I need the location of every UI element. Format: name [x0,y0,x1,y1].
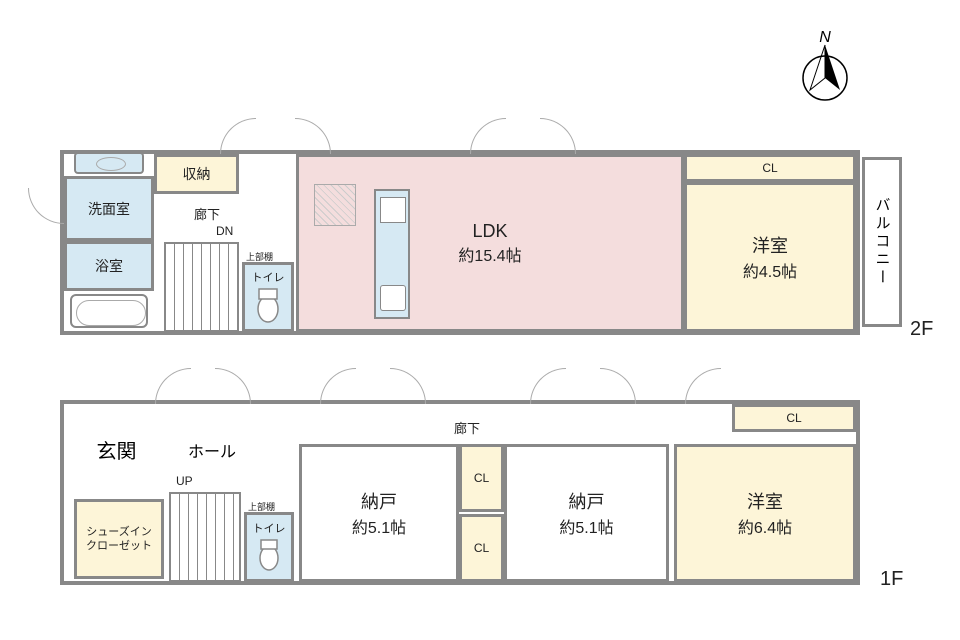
door-arc [470,118,506,154]
hall-label: ホール [188,438,236,462]
corridor-2f-label: 廊下 [194,204,220,223]
room-bedroom-2f: 洋室 約4.5帖 [684,182,856,332]
room-entrance: 玄関 [64,404,169,494]
entrance-label: 玄関 [97,435,137,464]
toilet-1f-label: トイレ [253,520,286,536]
cl-1f-label: CL [786,411,801,425]
nando1-label: 納戸 [361,488,397,514]
storage-label: 収納 [183,164,211,184]
washroom-label: 洗面室 [88,199,130,219]
door-arc [685,368,721,404]
room-cl1: CL [459,444,504,512]
dn-label: DN [216,224,233,238]
door-arc [215,368,251,404]
toilet-2f-label: トイレ [252,269,285,285]
room-ldk: LDK 約15.4帖 [296,154,684,332]
room-nando-1: 納戸 約5.1帖 [299,444,459,582]
ldk-label: LDK [472,221,507,242]
bedroom-1f-size: 約6.4帖 [738,514,792,538]
shoes-label: シューズイン クローゼット [86,525,152,554]
up-label: UP [176,474,193,488]
room-hall: ホール [172,430,252,470]
room-nando-2: 納戸 約5.1帖 [504,444,669,582]
door-arc [220,118,256,154]
ldk-hatched-box [314,184,356,226]
door-arc [155,368,191,404]
nando1-size: 約5.1帖 [352,514,406,538]
door-arc [600,368,636,404]
nando2-label: 納戸 [569,488,605,514]
bedroom-1f-label: 洋室 [747,488,783,514]
floor-2f: 洗面室 浴室 収納 廊下 DN トイレ 上部棚 LDK 約15.4帖 洋室 約4… [60,150,860,335]
room-cl-2f: CL [684,154,856,182]
upper-1f-label: 上部棚 [248,500,275,513]
corridor-1f-label: 廊下 [454,418,480,437]
cl2-label: CL [474,541,489,555]
door-arc [320,368,356,404]
door-arc [530,368,566,404]
room-toilet-1f: トイレ [244,512,294,582]
room-cl2: CL [459,514,504,582]
compass-n-label: N [819,30,831,46]
stairs-2f [164,242,239,332]
room-toilet-2f: トイレ [242,262,294,332]
compass: N [790,30,860,115]
ldk-size: 約15.4帖 [458,242,521,266]
kitchen-counter [374,189,410,319]
door-arc [295,118,331,154]
toilet-icon [253,285,283,325]
toilet-icon [255,536,283,574]
bath-label: 浴室 [95,256,123,276]
upper-2f-label: 上部棚 [246,250,273,263]
room-shoes-closet: シューズイン クローゼット [74,499,164,579]
sink-icon [74,152,144,174]
room-storage-2f: 収納 [154,154,239,194]
door-arc [540,118,576,154]
floor-1f-label: 1F [880,568,903,591]
door-arc [390,368,426,404]
cl-2f-label: CL [762,161,777,175]
nando2-size: 約5.1帖 [559,514,613,538]
door-arc [28,188,64,224]
balcony: バルコニー [862,157,902,327]
stairs-1f [169,492,241,582]
room-bath: 浴室 [64,241,154,291]
floor-1f: 玄関 ホール UP 廊下 シューズイン クローゼット トイレ 上部棚 納戸 約5… [60,400,860,585]
bathtub-icon [70,294,148,328]
balcony-label: バルコニー [872,197,893,287]
bedroom-2f-size: 約4.5帖 [743,258,797,282]
bedroom-2f-label: 洋室 [752,232,788,258]
cl1-label: CL [474,471,489,485]
room-washroom: 洗面室 [64,176,154,241]
floor-2f-label: 2F [910,318,933,341]
room-bedroom-1f: 洋室 約6.4帖 [674,444,856,582]
room-cl-1f: CL [732,404,856,432]
